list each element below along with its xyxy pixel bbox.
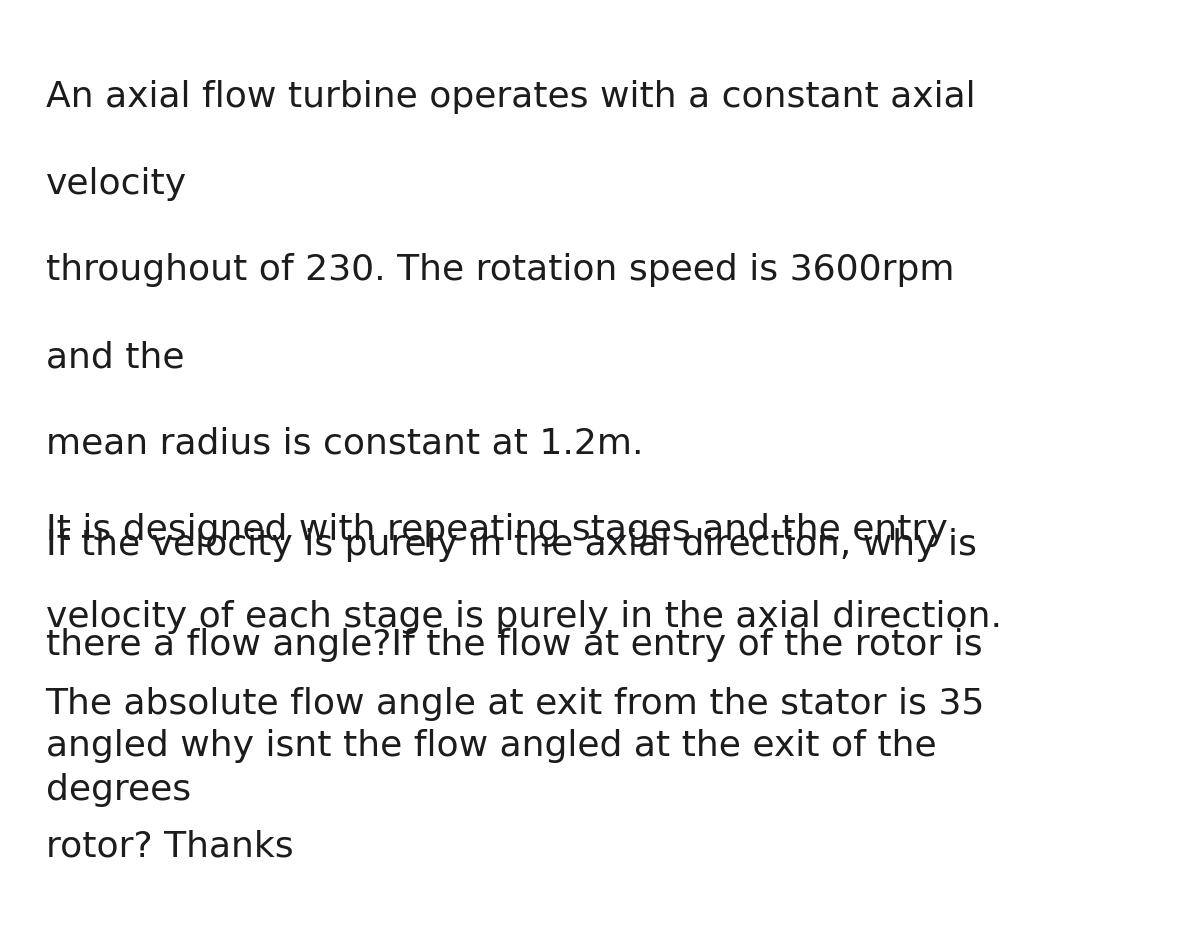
Text: mean radius is constant at 1.2m.: mean radius is constant at 1.2m.	[46, 427, 643, 461]
Text: and the: and the	[46, 340, 184, 374]
Text: throughout of 230. The rotation speed is 3600rpm: throughout of 230. The rotation speed is…	[46, 253, 954, 287]
Text: If the velocity is purely in the axial direction, why is: If the velocity is purely in the axial d…	[46, 528, 977, 561]
Text: It is designed with repeating stages and the entry: It is designed with repeating stages and…	[46, 513, 947, 547]
Text: rotor? Thanks: rotor? Thanks	[46, 830, 293, 864]
Text: velocity of each stage is purely in the axial direction.: velocity of each stage is purely in the …	[46, 600, 1002, 634]
Text: degrees: degrees	[46, 773, 191, 807]
Text: angled why isnt the flow angled at the exit of the: angled why isnt the flow angled at the e…	[46, 729, 936, 763]
Text: velocity: velocity	[46, 167, 187, 201]
Text: there a flow angle?If the flow at entry of the rotor is: there a flow angle?If the flow at entry …	[46, 628, 983, 662]
Text: An axial flow turbine operates with a constant axial: An axial flow turbine operates with a co…	[46, 80, 976, 114]
Text: The absolute flow angle at exit from the stator is 35: The absolute flow angle at exit from the…	[46, 687, 985, 721]
